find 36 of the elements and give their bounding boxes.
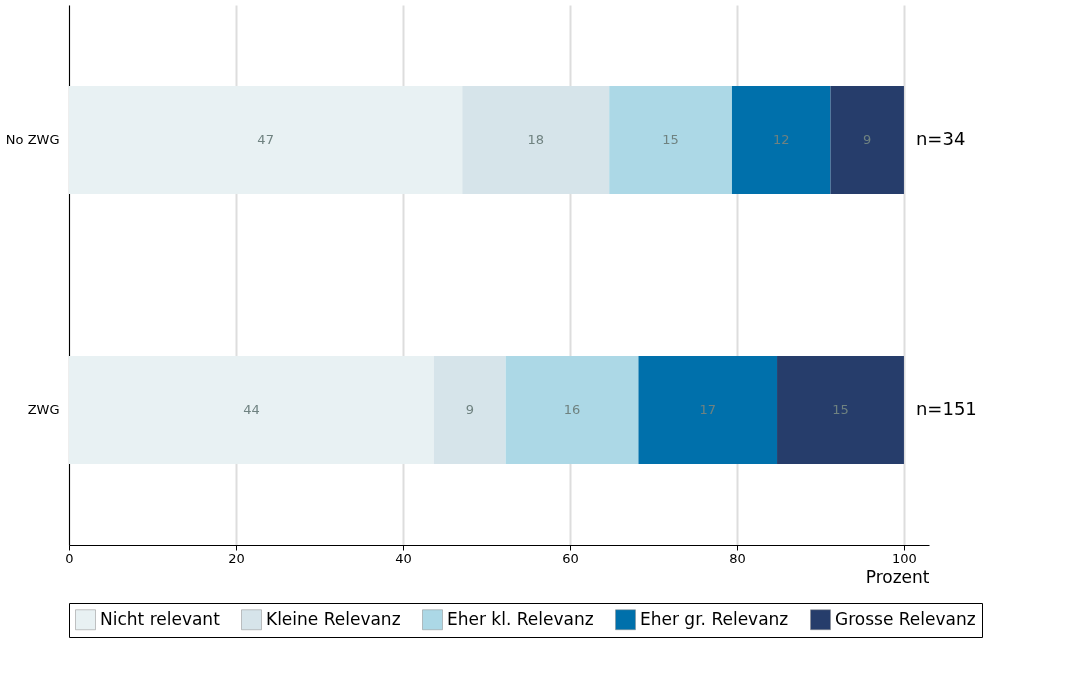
data-label: 17	[699, 402, 717, 417]
bar	[462, 86, 610, 194]
legend-label: Kleine Relevanz	[266, 608, 401, 629]
data-label: 12	[772, 132, 790, 147]
x-tick-label: 20	[228, 550, 245, 566]
x-tick-label: 100	[892, 550, 917, 566]
bar	[433, 356, 506, 464]
data-label: 9	[863, 132, 872, 147]
data-label: 47	[257, 132, 274, 147]
x-tick-label: 60	[562, 550, 579, 566]
data-label: 44	[243, 402, 260, 417]
annotation: n=151	[915, 398, 977, 419]
data-label: 18	[527, 132, 545, 147]
bar	[69, 356, 434, 464]
legend-label: Grosse Relevanz	[835, 608, 976, 629]
x-tick-label: 80	[729, 550, 746, 566]
bar	[69, 86, 463, 194]
x-tick-label: 40	[395, 550, 412, 566]
bar	[505, 356, 639, 464]
bar	[777, 356, 904, 464]
y-tick-label: No ZWG	[5, 132, 60, 147]
bar	[830, 86, 904, 194]
legend-label: Eher kl. Relevanz	[447, 608, 594, 629]
bar	[731, 86, 831, 194]
y-tick-label: ZWG	[27, 402, 60, 417]
legend-label: Nicht relevant	[100, 608, 221, 629]
data-label: 9	[465, 402, 474, 417]
x-axis-title: Prozent	[865, 566, 930, 587]
annotation: n=34	[915, 128, 966, 149]
data-label: 16	[563, 402, 581, 417]
data-label: 15	[662, 132, 679, 147]
x-tick-label: 0	[65, 550, 74, 566]
bar	[609, 86, 732, 194]
data-label: 15	[832, 402, 849, 417]
legend-label: Eher gr. Relevanz	[640, 608, 789, 629]
bar	[638, 356, 778, 464]
